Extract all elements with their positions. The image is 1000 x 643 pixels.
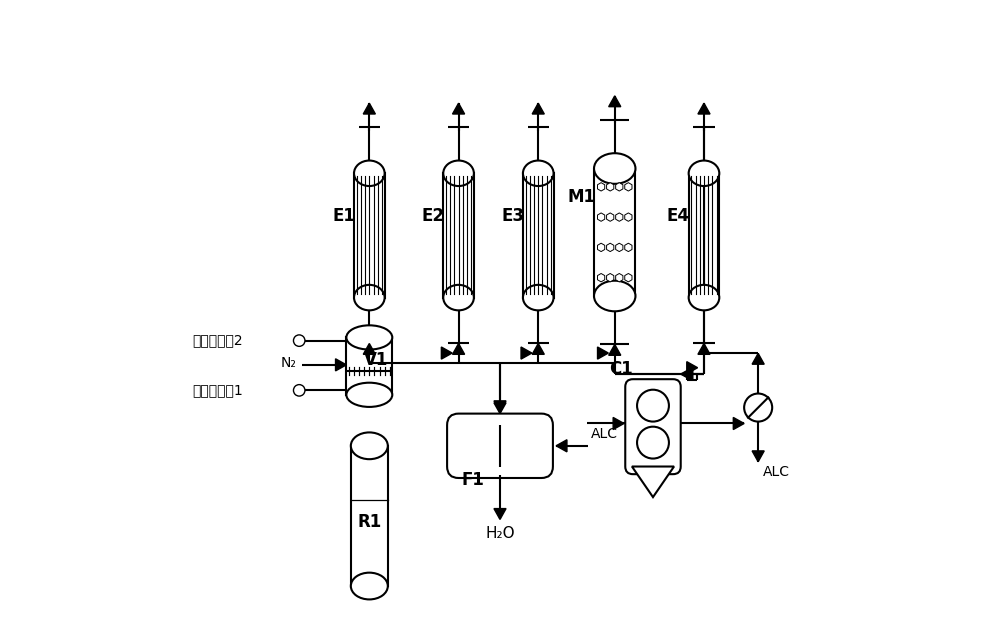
Polygon shape (681, 368, 692, 380)
Ellipse shape (689, 285, 719, 311)
Ellipse shape (443, 285, 474, 311)
Polygon shape (521, 347, 532, 359)
Bar (346, 338, 392, 395)
Text: C1: C1 (609, 360, 633, 378)
Polygon shape (752, 354, 764, 364)
Polygon shape (441, 347, 452, 359)
Ellipse shape (351, 573, 388, 599)
Text: F1: F1 (462, 471, 485, 489)
Polygon shape (609, 345, 621, 356)
Text: H₂O: H₂O (485, 526, 515, 541)
Text: E1: E1 (332, 207, 355, 225)
Bar (689, 174, 719, 298)
Text: ALC: ALC (763, 465, 790, 479)
Polygon shape (494, 403, 506, 413)
Text: N₂: N₂ (280, 356, 296, 370)
Ellipse shape (354, 161, 385, 186)
Polygon shape (609, 96, 621, 107)
Text: R1: R1 (357, 513, 381, 531)
Circle shape (637, 390, 669, 422)
Text: E2: E2 (422, 207, 445, 225)
Bar (523, 174, 554, 298)
Ellipse shape (351, 432, 388, 459)
Circle shape (293, 385, 305, 396)
Bar (354, 174, 385, 298)
Text: V1: V1 (364, 350, 388, 368)
Bar (443, 174, 474, 298)
FancyBboxPatch shape (447, 413, 553, 478)
Polygon shape (532, 103, 544, 114)
Text: M1: M1 (568, 188, 596, 206)
Ellipse shape (594, 153, 635, 184)
Polygon shape (752, 451, 764, 462)
Bar (594, 168, 635, 296)
Ellipse shape (443, 161, 474, 186)
Polygon shape (632, 467, 674, 497)
Polygon shape (363, 343, 375, 354)
Bar (351, 446, 388, 586)
Ellipse shape (523, 285, 554, 311)
FancyBboxPatch shape (625, 379, 681, 474)
Ellipse shape (346, 325, 392, 350)
Circle shape (293, 335, 305, 347)
Polygon shape (687, 361, 698, 374)
Ellipse shape (523, 161, 554, 186)
Polygon shape (698, 343, 710, 354)
Ellipse shape (689, 161, 719, 186)
Ellipse shape (346, 383, 392, 407)
Polygon shape (363, 103, 375, 114)
Ellipse shape (354, 285, 385, 311)
Polygon shape (494, 401, 506, 412)
Polygon shape (698, 103, 710, 114)
Circle shape (744, 394, 772, 422)
Text: 在线测氧仪2: 在线测氧仪2 (193, 334, 243, 348)
Polygon shape (494, 509, 506, 520)
Text: 在线测氧仪1: 在线测氧仪1 (193, 383, 244, 397)
Polygon shape (598, 347, 608, 359)
Polygon shape (336, 359, 346, 371)
Ellipse shape (594, 281, 635, 311)
Polygon shape (556, 440, 567, 452)
Text: E3: E3 (501, 207, 524, 225)
Text: ALC: ALC (591, 428, 618, 441)
Polygon shape (453, 103, 465, 114)
Polygon shape (733, 417, 744, 430)
Circle shape (637, 427, 669, 458)
Text: E4: E4 (667, 207, 690, 225)
Polygon shape (532, 343, 544, 354)
Polygon shape (453, 343, 465, 354)
Polygon shape (613, 417, 624, 430)
Polygon shape (682, 368, 693, 380)
